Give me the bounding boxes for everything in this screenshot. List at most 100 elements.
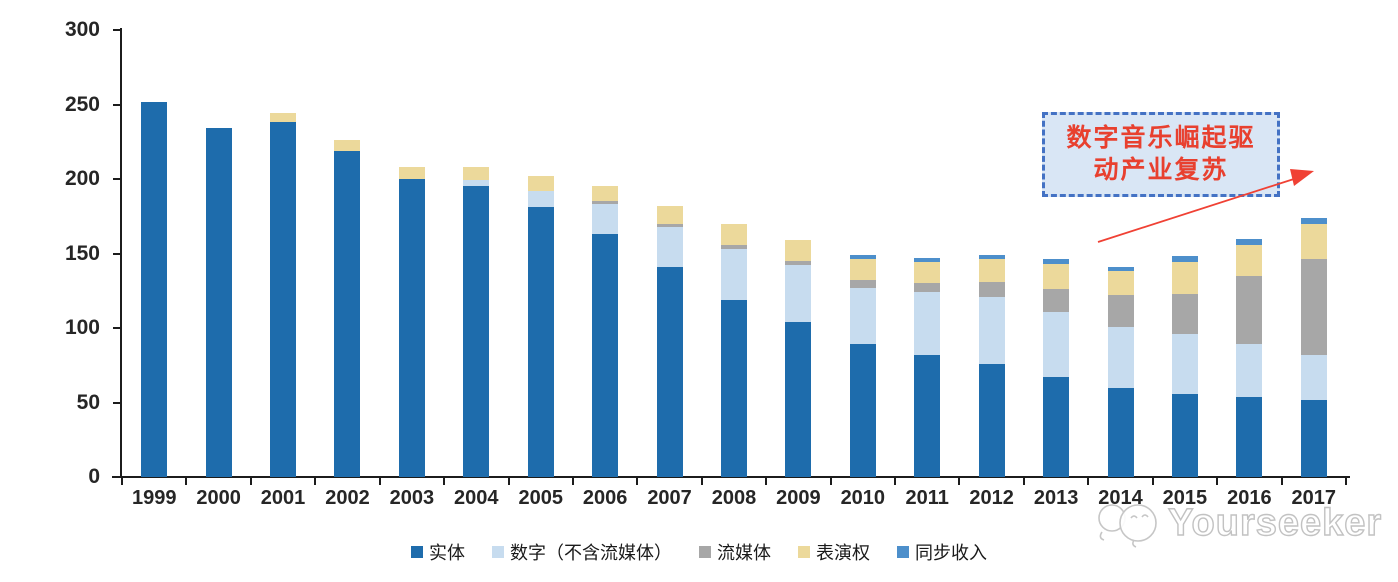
x-axis-tick [1280, 478, 1283, 485]
x-axis-category-label: 2007 [647, 487, 692, 509]
bar-segment-表演权 [527, 176, 554, 191]
bar-segment-实体 [205, 128, 232, 477]
y-axis-tick [113, 178, 122, 180]
bar-segment-数字（不含流媒体） [720, 249, 747, 300]
bar-segment-表演权 [720, 223, 747, 245]
bar-segment-流媒体 [1171, 293, 1198, 334]
bar-segment-表演权 [914, 262, 941, 284]
bar-segment-数字（不含流媒体） [463, 180, 490, 187]
bar-segment-实体 [1043, 377, 1070, 477]
x-axis-category-label: 2008 [711, 487, 757, 509]
annotation-text-line1: 数字音乐崛起驱 [1066, 124, 1256, 152]
legend-swatch-icon [798, 546, 810, 558]
y-axis-tick [113, 327, 122, 329]
bar-segment-表演权 [334, 140, 361, 151]
x-axis-category-label: 2000 [196, 487, 241, 509]
bar-segment-表演权 [398, 167, 425, 179]
x-axis-tick [700, 478, 703, 485]
legend-item: 同步收入 [897, 539, 987, 565]
legend-item: 表演权 [798, 539, 870, 565]
x-axis-tick [636, 478, 639, 485]
x-axis-category-label: 2017 [1291, 487, 1337, 509]
x-axis-tick [1151, 478, 1154, 485]
bar-segment-流媒体 [849, 280, 876, 288]
x-axis-category-label: 2005 [518, 487, 563, 509]
y-axis-tick-label: 0 [88, 465, 100, 488]
bar-segment-表演权 [656, 205, 683, 224]
x-axis-category-label: 1999 [131, 487, 177, 509]
bar-segment-数字（不含流媒体） [849, 287, 876, 345]
y-axis-tick [113, 476, 122, 478]
legend-item: 流媒体 [699, 539, 771, 565]
x-axis-tick [121, 478, 123, 485]
watermark-text: Yourseeker [1167, 501, 1383, 544]
bar-segment-实体 [1171, 393, 1198, 477]
bar-segment-实体 [1236, 396, 1263, 477]
bar-segment-实体 [1107, 387, 1134, 477]
x-axis-tick [958, 478, 961, 485]
x-axis-category-label: 2010 [840, 487, 886, 509]
bar-segment-实体 [141, 101, 168, 477]
bar-segment-表演权 [1107, 271, 1134, 296]
bar-segment-数字（不含流媒体） [1300, 354, 1327, 400]
bar-segment-表演权 [1043, 263, 1070, 290]
bar-segment-实体 [720, 299, 747, 477]
x-axis-tick [443, 478, 446, 485]
x-axis-category-label: 2006 [582, 487, 628, 509]
bar-segment-同步收入 [1107, 266, 1134, 272]
legend-label: 表演权 [816, 543, 870, 563]
bar-segment-实体 [334, 150, 361, 477]
bar-segment-实体 [398, 179, 425, 477]
bar-segment-实体 [592, 234, 619, 477]
bar-segment-数字（不含流媒体） [1043, 311, 1070, 378]
y-axis-tick-label: 100 [64, 316, 100, 339]
x-axis-tick [1216, 478, 1219, 485]
x-axis-tick [378, 478, 381, 485]
x-axis-category-label: 2002 [325, 487, 370, 509]
bar-segment-表演权 [785, 240, 812, 261]
bar-segment-数字（不含流媒体） [914, 292, 941, 355]
bar-segment-同步收入 [1171, 256, 1198, 263]
bar-segment-流媒体 [1107, 295, 1134, 327]
bar-segment-实体 [849, 344, 876, 477]
bar-segment-实体 [1300, 399, 1327, 477]
x-axis-tick [1022, 478, 1025, 485]
bar-segment-表演权 [1236, 244, 1263, 276]
legend-label: 流媒体 [717, 543, 771, 563]
y-axis-tick [113, 401, 122, 404]
x-axis-category-label: 2016 [1227, 487, 1272, 509]
bar-segment-数字（不含流媒体） [1107, 326, 1134, 388]
bar-segment-数字（不含流媒体） [785, 265, 812, 323]
x-axis-tick [829, 478, 832, 485]
x-axis-category-label: 2012 [969, 487, 1014, 509]
bar-segment-数字（不含流媒体） [527, 190, 554, 208]
legend-item: 实体 [411, 539, 465, 565]
annotation-text-line2: 动产业复苏 [1093, 156, 1229, 184]
x-axis-tick [1344, 478, 1347, 485]
bar-segment-同步收入 [1043, 259, 1070, 264]
x-axis-category-label: 2004 [454, 487, 499, 509]
y-axis-tick-label: 300 [64, 18, 100, 41]
x-axis-category-label: 2015 [1162, 487, 1208, 509]
bar-segment-流媒体 [720, 244, 747, 250]
bar-segment-实体 [978, 363, 1005, 477]
x-axis-category-label: 2001 [260, 487, 306, 509]
x-axis-tick [185, 478, 188, 485]
bar-segment-同步收入 [1236, 238, 1263, 245]
x-axis-tick [765, 478, 768, 485]
bar-segment-同步收入 [1300, 217, 1327, 224]
bar-segment-同步收入 [978, 254, 1005, 260]
bar-segment-流媒体 [1300, 259, 1327, 355]
annotation-callout: 数字音乐崛起驱 动产业复苏 [1042, 112, 1280, 197]
bar-segment-实体 [656, 266, 683, 477]
y-axis-tick-label: 150 [64, 241, 100, 265]
doodle-face-icon [1098, 504, 1157, 548]
legend-swatch-icon [897, 546, 909, 558]
bar-segment-实体 [463, 186, 490, 477]
x-axis-category-label: 2014 [1098, 487, 1143, 509]
bar-segment-表演权 [592, 186, 619, 202]
bar-segment-同步收入 [914, 257, 941, 263]
x-axis-tick [571, 478, 574, 485]
bar-segment-数字（不含流媒体） [978, 296, 1005, 364]
bar-segment-流媒体 [785, 260, 812, 266]
